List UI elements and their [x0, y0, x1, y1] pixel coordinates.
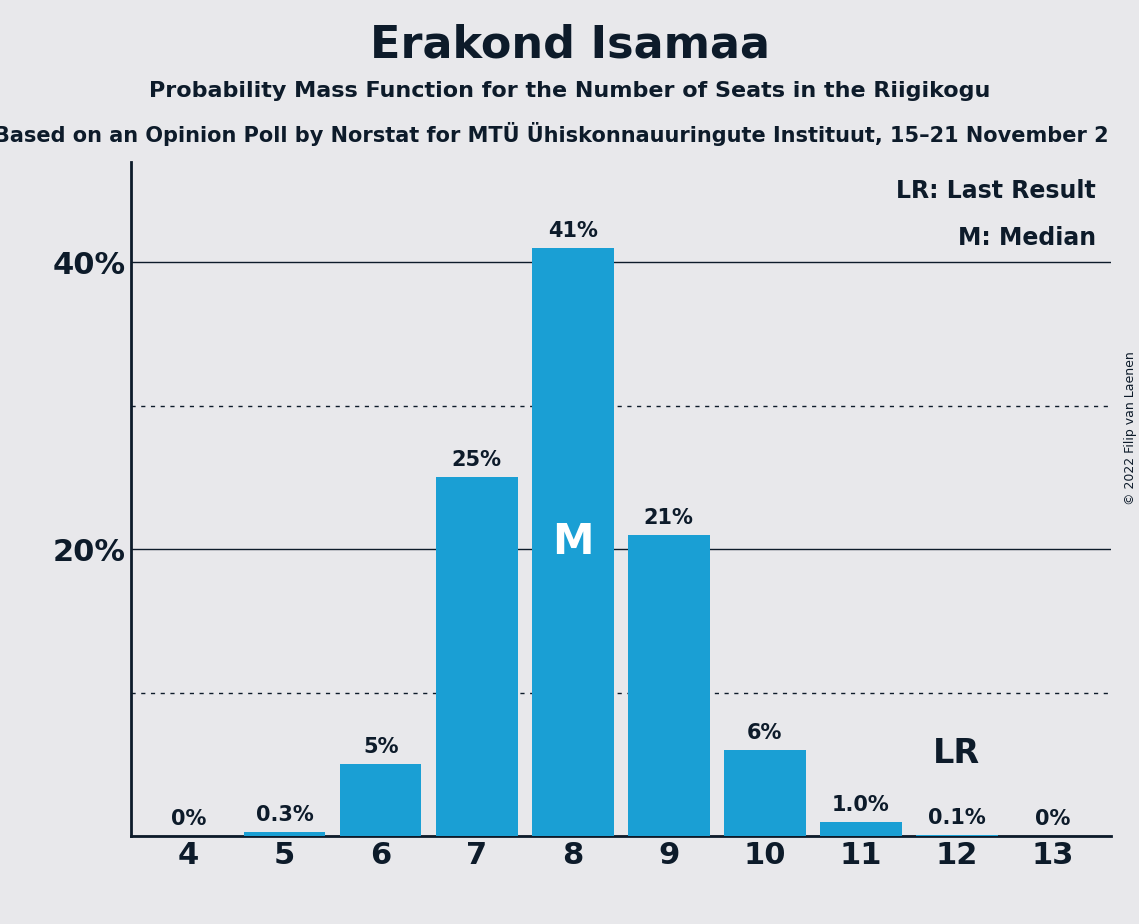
Bar: [244, 832, 326, 836]
Bar: [724, 750, 805, 836]
Bar: [820, 821, 902, 836]
Text: 0%: 0%: [1035, 809, 1071, 829]
Bar: [532, 248, 614, 836]
Bar: [916, 834, 998, 836]
Text: Based on an Opinion Poll by Norstat for MTÜ Ühiskonnauuringute Instituut, 15–21 : Based on an Opinion Poll by Norstat for …: [0, 122, 1109, 146]
Text: 6%: 6%: [747, 723, 782, 743]
Text: LR: Last Result: LR: Last Result: [896, 178, 1096, 202]
Bar: [436, 478, 517, 836]
Text: 0%: 0%: [171, 809, 206, 829]
Bar: [339, 764, 421, 836]
Text: Erakond Isamaa: Erakond Isamaa: [369, 23, 770, 67]
Text: Probability Mass Function for the Number of Seats in the Riigikogu: Probability Mass Function for the Number…: [149, 81, 990, 102]
Bar: [628, 535, 710, 836]
Text: © 2022 Filip van Laenen: © 2022 Filip van Laenen: [1124, 351, 1137, 505]
Text: M: M: [552, 521, 593, 563]
Text: 1.0%: 1.0%: [831, 795, 890, 815]
Text: M: Median: M: Median: [958, 225, 1096, 249]
Text: LR: LR: [933, 737, 981, 771]
Text: 0.1%: 0.1%: [928, 808, 985, 828]
Text: 0.3%: 0.3%: [256, 805, 313, 825]
Text: 5%: 5%: [363, 737, 399, 758]
Text: 21%: 21%: [644, 507, 694, 528]
Text: 25%: 25%: [452, 450, 501, 470]
Text: 41%: 41%: [548, 221, 598, 240]
